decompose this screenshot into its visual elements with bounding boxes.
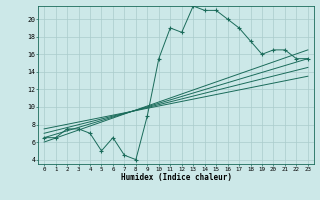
X-axis label: Humidex (Indice chaleur): Humidex (Indice chaleur) <box>121 173 231 182</box>
